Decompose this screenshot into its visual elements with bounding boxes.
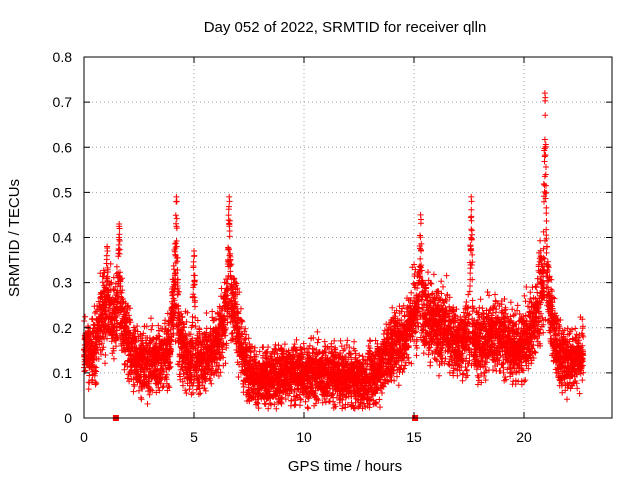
y-axis-label: SRMTID / TECUs	[6, 179, 23, 297]
y-tick-label: 0.1	[53, 365, 73, 381]
y-tick-label: 0.3	[53, 275, 73, 291]
x-tick-label: 20	[516, 429, 532, 445]
y-tick-label: 0.4	[53, 230, 73, 246]
y-tick-label: 0.6	[53, 139, 73, 155]
x-tick-label: 0	[80, 429, 88, 445]
y-tick-label: 0.2	[53, 320, 73, 336]
y-axis-ticks: 0 0.1 0.2 0.3 0.4 0.5 0.6 0.7 0.8	[53, 49, 612, 426]
chart-title: Day 052 of 2022, SRMTID for receiver qll…	[204, 19, 487, 36]
x-axis-ticks: 0 5 10 15 20	[80, 57, 532, 445]
y-tick-label: 0.8	[53, 49, 73, 65]
y-tick-label: 0.7	[53, 94, 73, 110]
x-axis-label: GPS time / hours	[288, 458, 402, 475]
y-tick-label: 0	[64, 410, 72, 426]
srmtid-point-markers	[81, 90, 587, 412]
x-tick-label: 10	[296, 429, 312, 445]
x-tick-label: 5	[190, 429, 198, 445]
y-tick-label: 0.5	[53, 184, 73, 200]
data-points	[81, 90, 587, 421]
x-tick-label: 15	[406, 429, 422, 445]
